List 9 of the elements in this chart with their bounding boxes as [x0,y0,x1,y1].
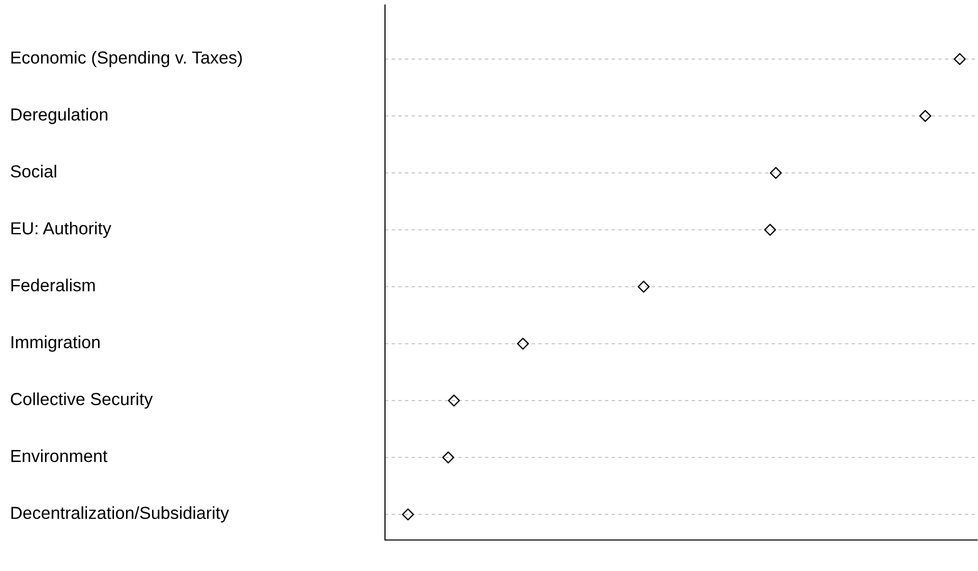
y-tick-label: EU: Authority [11,222,112,238]
y-tick-label: Environment [11,449,108,462]
y-tick-label: Social [10,164,56,178]
y-tick-label: Collective Security [10,392,153,409]
y-tick-label: Economic (Spending v. Taxes) [11,50,242,68]
y-tick-label: Federalism [11,278,95,292]
y-tick-label: Immigration [12,336,100,352]
y-tick-label: Decentralization/Subsidiarity [11,506,230,522]
y-tick-label: Deregulation [11,108,108,124]
